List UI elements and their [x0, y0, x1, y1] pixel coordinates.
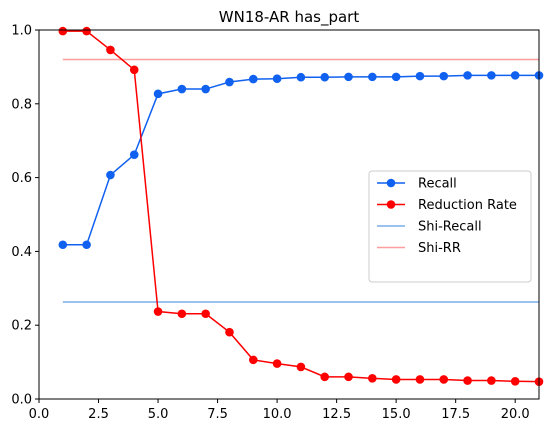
x-tick-label: 5.0	[148, 407, 169, 422]
legend-marker-reduction-rate	[386, 200, 396, 209]
x-tick-label: 12.5	[322, 407, 351, 422]
x-tick-label: 0.0	[29, 407, 50, 422]
data-point-reduction-rate	[320, 372, 330, 382]
data-point-reduction-rate	[510, 376, 520, 386]
x-tick-label: 20.0	[501, 407, 530, 422]
legend-label-shi-recall: Shi-Recall	[418, 220, 482, 235]
data-point-reduction-rate	[415, 375, 425, 384]
data-point-recall	[344, 72, 353, 82]
data-point-reduction-rate	[106, 45, 115, 55]
data-point-reduction-rate	[248, 355, 258, 365]
y-tick-label: 0.4	[11, 245, 32, 260]
data-point-recall	[320, 72, 330, 82]
data-point-recall	[82, 240, 91, 250]
x-tick-label: 17.5	[441, 407, 470, 422]
series-layer	[58, 26, 544, 386]
legend-label-reduction-rate: Reduction Rate	[418, 198, 517, 213]
data-point-reduction-rate	[201, 309, 210, 319]
data-point-reduction-rate	[439, 375, 449, 384]
data-point-recall	[296, 72, 306, 82]
data-point-recall	[58, 240, 68, 250]
y-tick-label: 0.6	[11, 171, 32, 186]
x-tick-label: 7.5	[207, 407, 228, 422]
data-point-reduction-rate	[58, 26, 68, 36]
legend-label-shi-rr: Shi-RR	[418, 241, 461, 256]
data-point-recall	[225, 77, 234, 87]
data-point-reduction-rate	[296, 362, 306, 372]
data-point-reduction-rate	[463, 376, 472, 385]
data-point-reduction-rate	[272, 359, 282, 368]
data-point-reduction-rate	[177, 309, 187, 319]
data-point-recall	[391, 72, 401, 82]
x-tick-label: 10.0	[263, 407, 292, 422]
axes-frame	[38, 29, 540, 400]
data-point-recall	[415, 71, 425, 81]
y-tick-label: 0.8	[11, 97, 32, 112]
legend: Recall Reduction Rate Shi-Recall Shi-RR	[368, 170, 532, 283]
data-point-reduction-rate	[82, 26, 91, 36]
data-point-recall	[201, 84, 210, 94]
data-point-reduction-rate	[344, 372, 353, 382]
y-tick-label: 0.2	[11, 319, 32, 334]
y-tick-label: 1.0	[11, 24, 32, 39]
data-point-recall	[368, 72, 377, 82]
data-point-recall	[129, 150, 139, 160]
legend-label-recall: Recall	[418, 177, 457, 192]
data-point-reduction-rate	[129, 65, 139, 75]
data-point-recall	[463, 71, 472, 80]
data-point-recall	[248, 74, 258, 84]
y-tick-label: 0.0	[11, 393, 32, 408]
data-point-reduction-rate	[391, 375, 401, 384]
data-point-recall	[510, 71, 520, 80]
x-tick-label: 15.0	[382, 407, 411, 422]
data-point-reduction-rate	[368, 374, 377, 383]
data-point-recall	[106, 170, 115, 180]
axes-layer: 0.0 2.5 5.0 7.5 10.0 12.5 15.0 17.5 20.0 0.0 0.2 0.…	[11, 24, 540, 422]
data-point-reduction-rate	[487, 376, 496, 385]
data-point-recall	[177, 84, 187, 94]
x-tick-label: 2.5	[88, 407, 109, 422]
legend-box	[368, 170, 532, 283]
data-point-recall	[153, 89, 163, 99]
data-point-recall	[272, 74, 282, 84]
data-point-reduction-rate	[153, 307, 163, 316]
data-point-reduction-rate	[225, 327, 234, 337]
data-point-recall	[487, 71, 496, 80]
legend-marker-recall	[386, 178, 396, 188]
data-point-recall	[439, 71, 449, 81]
chart-title: WN18-AR has_part	[219, 8, 360, 27]
